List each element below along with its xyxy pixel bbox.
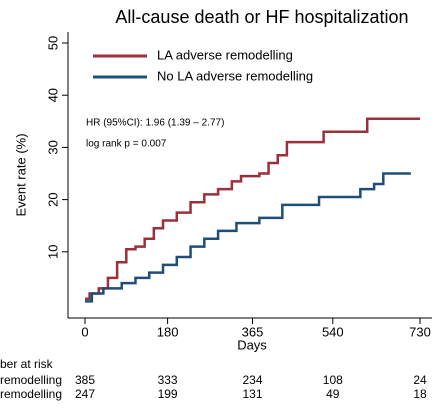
annotation: HR (95%CI): 1.96 (1.39 – 2.77) — [86, 118, 224, 129]
risk-value: 247 — [75, 387, 95, 401]
risk-value: 131 — [242, 387, 262, 401]
annotation: log rank p = 0.007 — [86, 139, 167, 150]
risk-value: 333 — [158, 373, 178, 387]
x-axis-label: Days — [237, 337, 267, 352]
y-tick-label: 50 — [45, 36, 60, 50]
risk-row-label: remodelling — [0, 373, 62, 387]
risk-row-label: remodelling — [0, 387, 62, 401]
risk-value: 199 — [158, 387, 178, 401]
chart-title: All-cause death or HF hospitalization — [115, 7, 408, 27]
legend-label: LA adverse remodelling — [157, 47, 293, 62]
y-tick-label: 10 — [45, 245, 60, 259]
x-tick-label: 540 — [322, 324, 344, 339]
risk-value: 24 — [413, 373, 427, 387]
y-tick-label: 40 — [45, 88, 60, 102]
survival-curve — [85, 172, 411, 303]
risk-table-title: ber at risk — [0, 357, 54, 371]
legend-label: No LA adverse remodelling — [157, 68, 313, 83]
risk-value: 49 — [326, 387, 340, 401]
y-tick-label: 20 — [45, 192, 60, 206]
risk-value: 108 — [323, 373, 343, 387]
x-tick-label: 730 — [409, 324, 431, 339]
risk-value: 385 — [75, 373, 95, 387]
risk-value: 234 — [242, 373, 262, 387]
y-tick-label: 30 — [45, 140, 60, 154]
x-tick-label: 365 — [242, 324, 264, 339]
y-axis-label: Event rate (%) — [13, 133, 28, 216]
risk-value: 18 — [413, 387, 427, 401]
x-tick-label: 180 — [157, 324, 179, 339]
survival-curve — [85, 117, 420, 301]
x-tick-label: 0 — [81, 324, 88, 339]
